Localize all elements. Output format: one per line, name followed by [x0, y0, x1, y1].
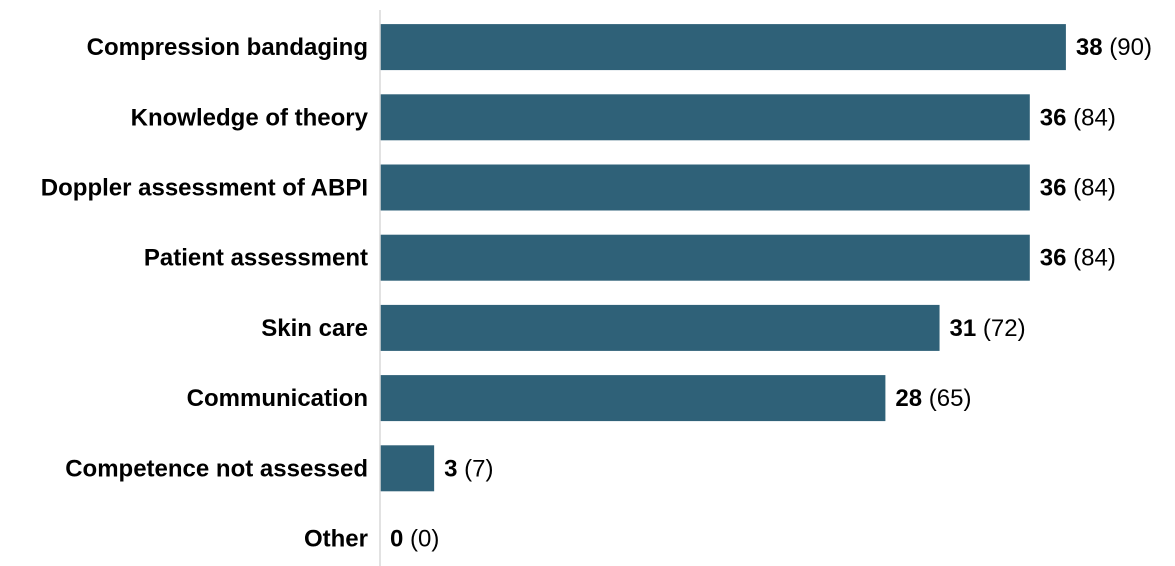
data-label: 31 (72)	[950, 315, 1026, 342]
data-label-percent: (84)	[1067, 175, 1116, 202]
category-label: Skin care	[261, 315, 368, 342]
bar	[380, 375, 886, 422]
category-label: Compression bandaging	[87, 34, 368, 61]
data-label-percent: (90)	[1103, 34, 1152, 61]
data-label-count: 36	[1040, 175, 1067, 202]
data-label-percent: (84)	[1067, 104, 1116, 131]
data-label-count: 38	[1076, 34, 1103, 61]
category-labels-layer: Compression bandaging Knowledge of theory…	[41, 34, 369, 552]
category-label: Knowledge of theory	[131, 104, 369, 131]
data-label-percent: (84)	[1067, 245, 1116, 272]
data-label: 36 (84)	[1040, 104, 1116, 131]
data-label-count: 0	[390, 526, 403, 553]
data-label-percent: (65)	[922, 385, 971, 412]
bar	[380, 94, 1030, 141]
category-label: Patient assessment	[144, 245, 368, 272]
data-label: 36 (84)	[1040, 245, 1116, 272]
value-labels-layer: 38 (90)36 (84)36 (84)36 (84)31 (72)28 (6…	[390, 34, 1152, 552]
data-label-percent: (7)	[458, 455, 494, 482]
data-label: 0 (0)	[390, 526, 439, 553]
data-label: 3 (7)	[444, 455, 493, 482]
data-label-count: 3	[444, 455, 457, 482]
data-label-count: 36	[1040, 245, 1067, 272]
category-label: Other	[304, 526, 368, 553]
category-label: Competence not assessed	[65, 455, 368, 482]
bar	[380, 234, 1030, 281]
category-label: Communication	[187, 385, 368, 412]
data-label-count: 36	[1040, 104, 1067, 131]
data-label-count: 28	[895, 385, 922, 412]
bar	[380, 304, 940, 351]
bar	[380, 445, 435, 492]
data-label-count: 31	[950, 315, 977, 342]
bar	[380, 164, 1030, 211]
category-label: Doppler assessment of ABPI	[41, 175, 368, 202]
bar	[380, 24, 1066, 71]
data-label-percent: (0)	[403, 526, 439, 553]
bars-layer	[380, 24, 1066, 492]
data-label: 36 (84)	[1040, 175, 1116, 202]
data-label-percent: (72)	[976, 315, 1025, 342]
data-label: 38 (90)	[1076, 34, 1152, 61]
data-label: 28 (65)	[895, 385, 971, 412]
